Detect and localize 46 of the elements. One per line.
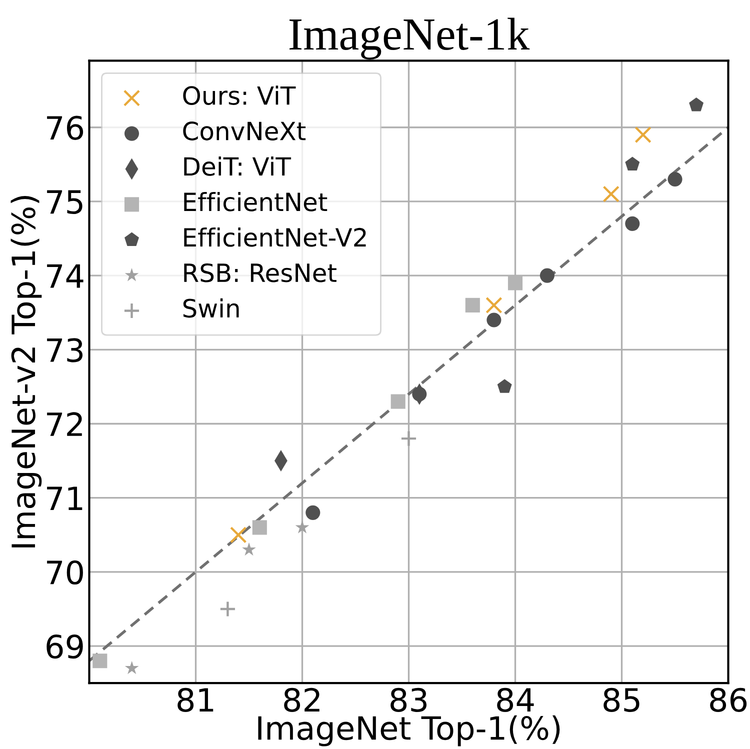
point	[465, 298, 480, 312]
x-axis-title: ImageNet Top-1(%)	[258, 715, 560, 746]
point	[602, 186, 620, 202]
point	[230, 526, 247, 544]
point	[508, 276, 523, 290]
point	[625, 216, 640, 231]
legend-label: ConvNeXt	[183, 122, 306, 140]
chart-title: ImageNet-1k	[290, 18, 530, 60]
legend-label: EfficientNet	[184, 192, 328, 212]
point	[219, 600, 236, 618]
y-tick-label: 72	[47, 412, 82, 436]
point	[625, 156, 640, 171]
point	[668, 172, 682, 187]
point	[306, 505, 320, 520]
x-tick-label: 83	[390, 688, 427, 712]
y-tick-label: 75	[47, 190, 82, 214]
legend-label: RSB: ResNet	[184, 263, 336, 282]
point	[295, 520, 310, 534]
point	[540, 268, 554, 283]
y-tick-label: 73	[47, 338, 83, 362]
point	[689, 98, 704, 112]
legend-label: Ours: ViT	[183, 86, 296, 106]
point	[400, 430, 418, 447]
x-tick-label: 85	[604, 688, 640, 712]
point	[497, 379, 512, 393]
point	[124, 660, 139, 674]
legend-label: Swin	[183, 298, 239, 318]
point	[486, 312, 502, 328]
x-tick-label: 82	[284, 688, 320, 712]
x-tick-label: 84	[497, 688, 534, 712]
x-tick-label: 81	[178, 688, 214, 712]
y-tick-label: 70	[47, 560, 83, 585]
y-tick-label: 71	[47, 486, 82, 510]
y-tick-label: 69	[46, 634, 83, 659]
point	[242, 542, 256, 556]
point	[92, 654, 108, 668]
point	[634, 126, 652, 144]
point	[390, 394, 406, 409]
y-tick-label: 76	[47, 116, 84, 140]
y-tick-label: 74	[47, 264, 84, 288]
y-axis-title: ImageNet-v2 Top-1(%)	[10, 196, 42, 548]
point	[486, 296, 502, 314]
legend-label: EfficientNet-V2	[184, 227, 366, 247]
point	[252, 520, 267, 535]
legend-label: DeiT: ViT	[184, 156, 292, 176]
x-tick-label: 86	[710, 688, 747, 712]
